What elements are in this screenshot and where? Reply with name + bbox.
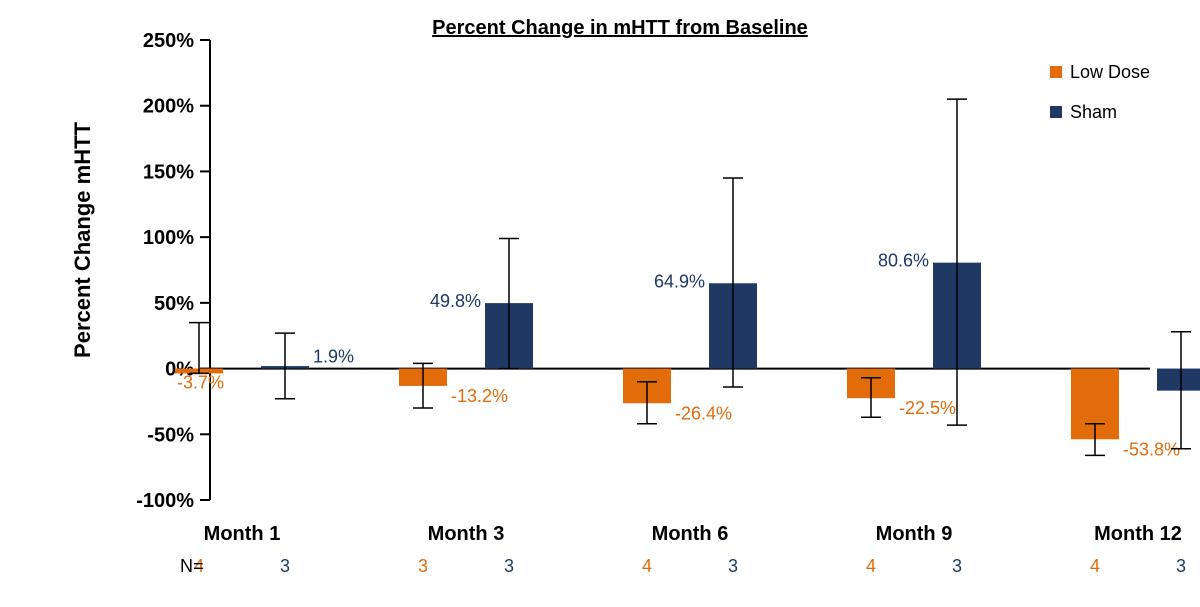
- n-value: 3: [952, 556, 962, 576]
- legend-label: Low Dose: [1070, 62, 1150, 82]
- x-group-label: Month 1: [204, 523, 281, 545]
- n-value: 4: [866, 556, 876, 576]
- x-group-label: Month 3: [428, 523, 505, 545]
- y-tick-label: 250%: [143, 30, 194, 52]
- y-tick-label: 150%: [143, 161, 194, 183]
- n-value: 4: [1090, 556, 1100, 576]
- bar-value-label: 64.9%: [654, 271, 705, 291]
- chart-title: Percent Change in mHTT from Baseline: [432, 17, 808, 39]
- n-value: 3: [418, 556, 428, 576]
- x-group-label: Month 6: [652, 523, 729, 545]
- n-value: 3: [504, 556, 514, 576]
- chart-svg: Percent Change in mHTT from Baseline -100…: [0, 0, 1200, 607]
- n-value: 3: [280, 556, 290, 576]
- n-value: 3: [728, 556, 738, 576]
- x-group-label: Month 12: [1094, 523, 1182, 545]
- bar-value-label: 1.9%: [313, 347, 354, 367]
- bar-sham: [1157, 369, 1200, 391]
- chart-container: Percent Change in mHTT from Baseline -100…: [0, 0, 1200, 607]
- legend-label: Sham: [1070, 102, 1117, 122]
- bar-value-label: 80.6%: [878, 251, 929, 271]
- y-tick-label: -100%: [136, 490, 194, 512]
- bar-value-label: -22.5%: [899, 398, 956, 418]
- y-tick-label: 100%: [143, 227, 194, 249]
- bar-value-label: -13.2%: [451, 386, 508, 406]
- bar-value-label: -3.7%: [177, 373, 224, 393]
- y-tick-label: -50%: [147, 424, 194, 446]
- y-tick-label: 50%: [154, 293, 194, 315]
- x-group-label: Month 9: [876, 523, 953, 545]
- y-tick-label: 200%: [143, 96, 194, 118]
- bar-value-label: 49.8%: [430, 291, 481, 311]
- bar-value-label: -26.4%: [675, 403, 732, 423]
- y-axis-title: Percent Change mHTT: [70, 121, 95, 357]
- n-value: 3: [1176, 556, 1186, 576]
- n-prefix: N=: [180, 556, 204, 576]
- n-value: 4: [642, 556, 652, 576]
- legend-marker: [1050, 66, 1062, 78]
- legend-marker: [1050, 106, 1062, 118]
